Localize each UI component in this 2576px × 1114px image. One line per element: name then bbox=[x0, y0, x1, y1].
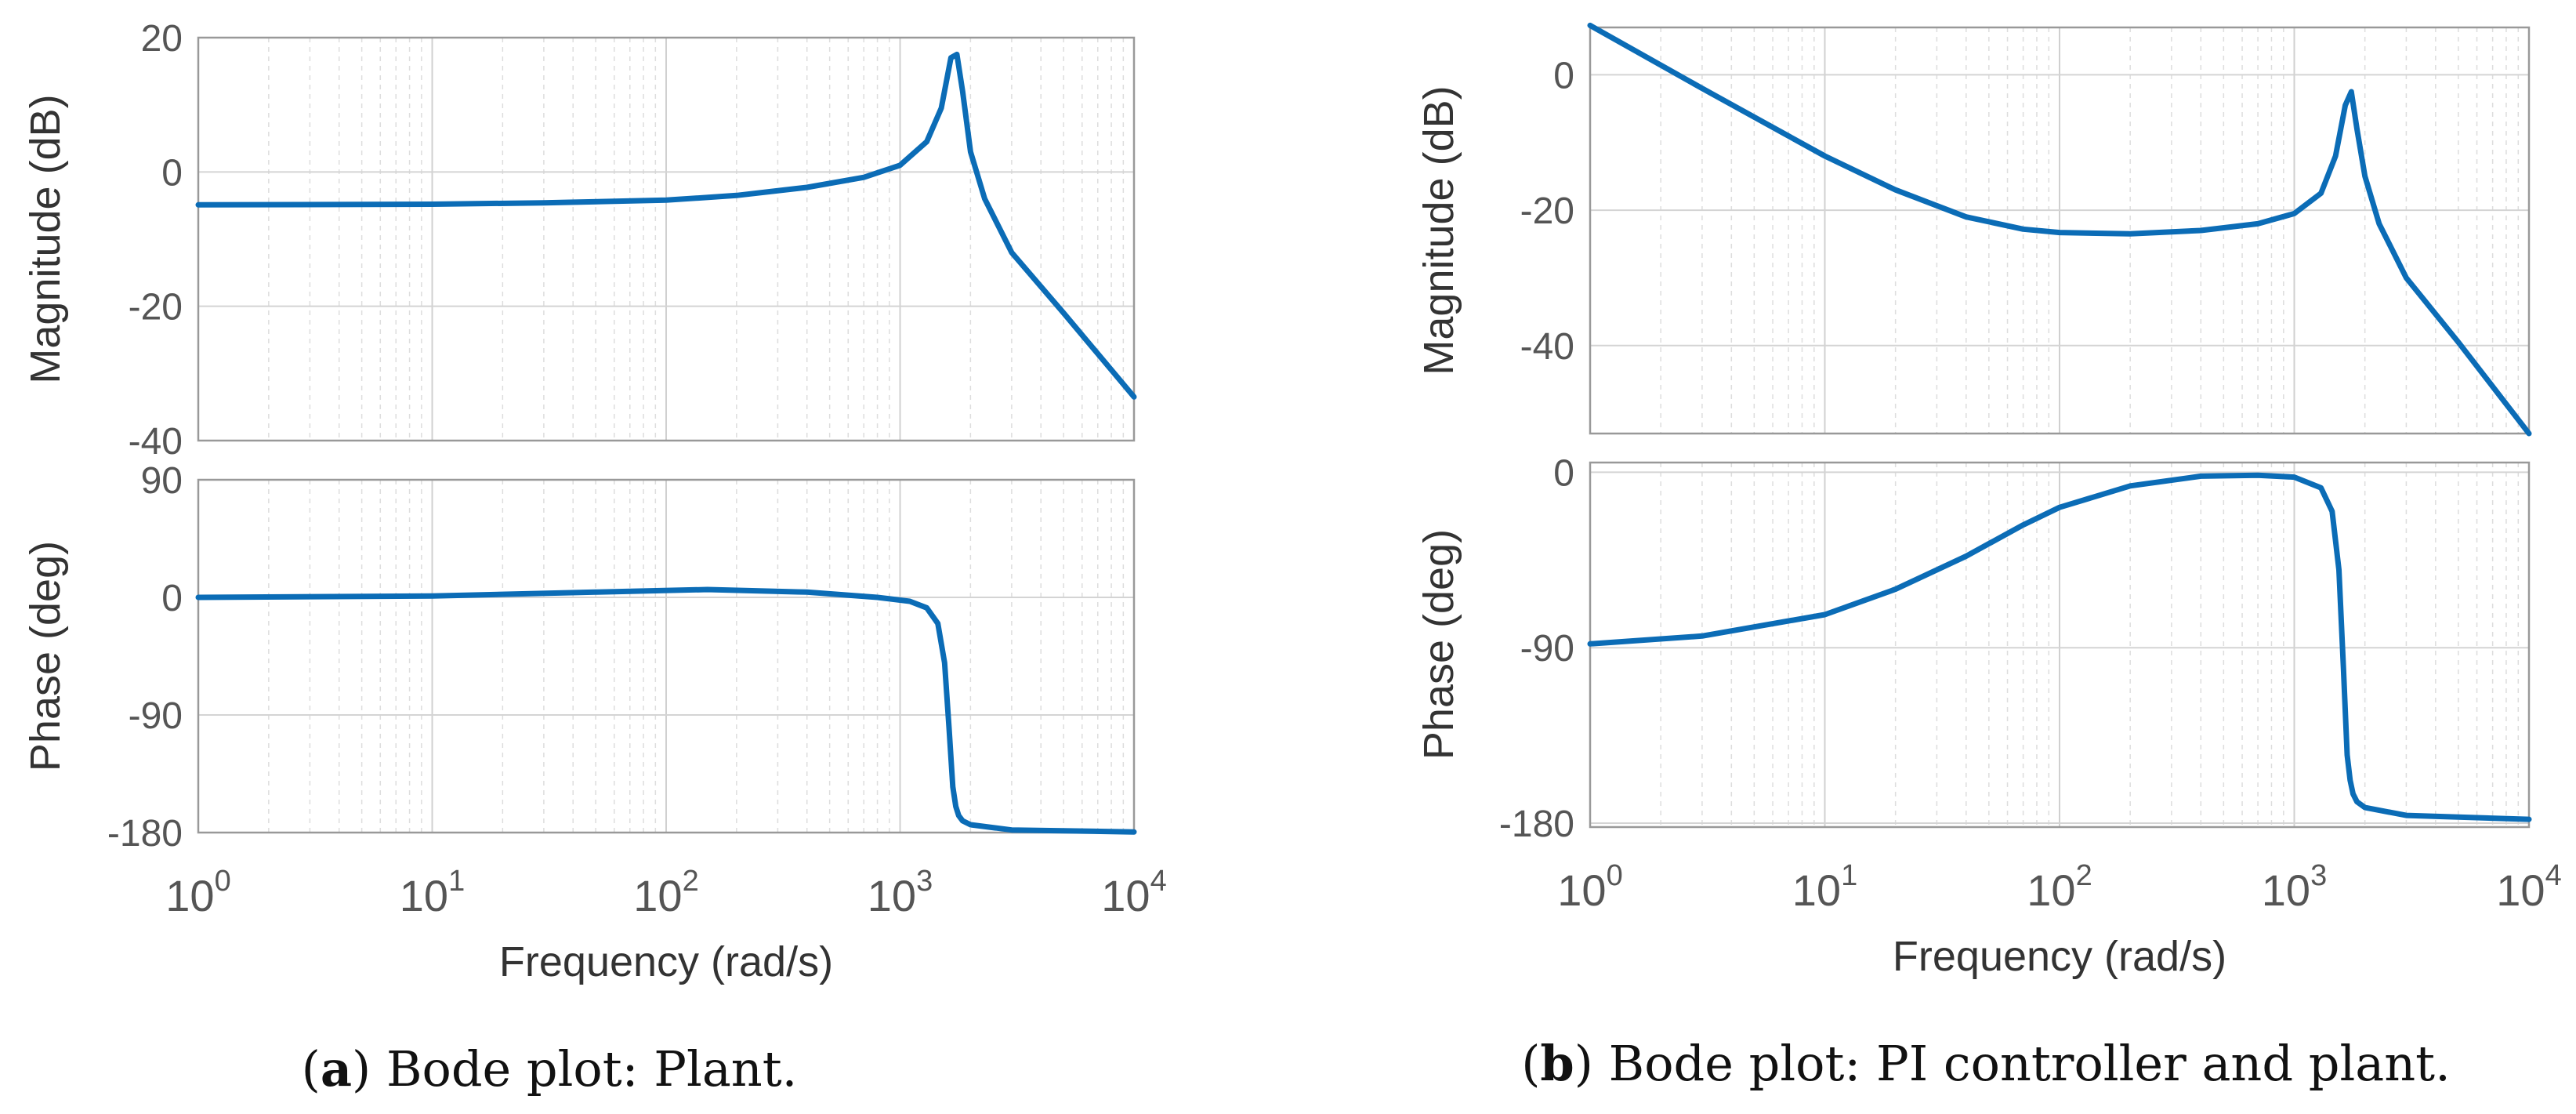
magnitude-ylabel: Magnitude (dB) bbox=[1415, 85, 1462, 375]
x-axis-label: Frequency (rad/s) bbox=[499, 938, 833, 985]
magnitude-ytick-label: 0 bbox=[161, 152, 183, 194]
magnitude-ytick-label: -20 bbox=[1520, 191, 1574, 232]
panel-b: 0 -20 -40 0 -90 -180 Magnitude (dB) Phase (deg)… bbox=[1415, 22, 2562, 980]
x-tick-label: 101 bbox=[1792, 859, 1857, 915]
phase-ytick-label: -180 bbox=[1499, 804, 1574, 845]
x-tick-label: 100 bbox=[1557, 859, 1622, 915]
x-axis-label: Frequency (rad/s) bbox=[1893, 933, 2226, 980]
x-tick-label: 102 bbox=[2027, 859, 2092, 915]
magnitude-ylabel: Magnitude (dB) bbox=[22, 94, 69, 383]
magnitude-frame bbox=[1589, 26, 2531, 435]
caption-a: (a) Bode plot: Plant. bbox=[302, 1040, 798, 1098]
phase-ytick-label: 0 bbox=[161, 578, 183, 619]
phase-series-line bbox=[195, 586, 1137, 835]
x-tick-label: 104 bbox=[1101, 865, 1166, 920]
phase-ytick-label: 0 bbox=[1553, 452, 1574, 494]
phase-ytick-label: 90 bbox=[141, 460, 183, 502]
magnitude-ytick-label: -40 bbox=[1520, 326, 1574, 368]
x-tick-label: 100 bbox=[165, 865, 230, 920]
x-tick-label: 102 bbox=[633, 865, 698, 920]
phase-ytick-label: -90 bbox=[129, 695, 183, 737]
phase-ylabel: Phase (deg) bbox=[1415, 529, 1462, 760]
phase-frame bbox=[197, 478, 1136, 834]
x-tick-label: 103 bbox=[868, 865, 933, 920]
x-tick-label: 104 bbox=[2496, 859, 2561, 915]
magnitude-ytick-label: 20 bbox=[141, 18, 183, 60]
phase-ylabel: Phase (deg) bbox=[22, 541, 69, 771]
x-tick-label: 103 bbox=[2262, 859, 2327, 915]
magnitude-series-line bbox=[1587, 22, 2532, 437]
phase-series-line bbox=[1587, 472, 2532, 822]
x-tick-label: 101 bbox=[400, 865, 465, 920]
phase-ytick-label: -90 bbox=[1520, 628, 1574, 669]
magnitude-ytick-label: 0 bbox=[1553, 55, 1574, 96]
magnitude-ytick-label: -40 bbox=[129, 421, 183, 463]
magnitude-series-line bbox=[195, 51, 1137, 400]
caption-b: (b) Bode plot: PI controller and plant. bbox=[1521, 1035, 2451, 1092]
magnitude-ytick-label: -20 bbox=[129, 287, 183, 328]
magnitude-frame bbox=[197, 36, 1136, 442]
phase-ytick-label: -180 bbox=[107, 813, 183, 855]
